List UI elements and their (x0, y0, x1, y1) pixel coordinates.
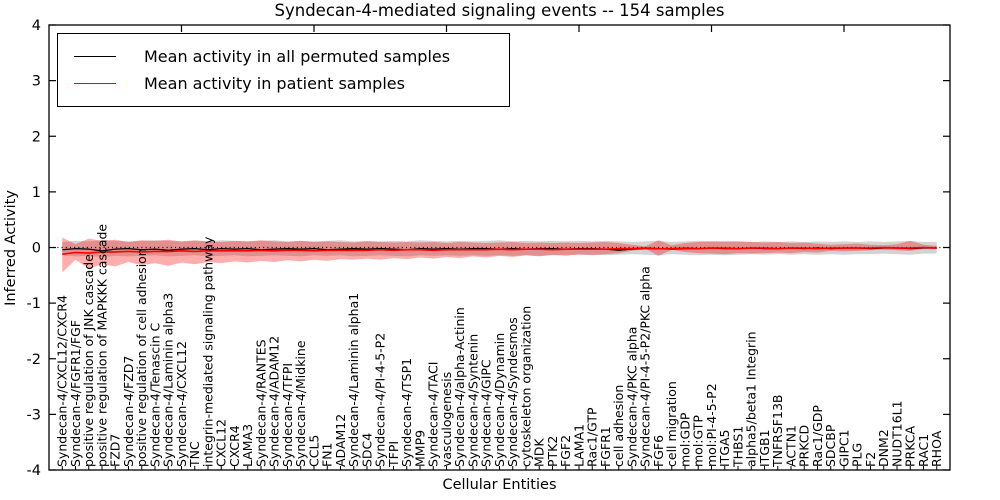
x-tick-label: FZD7 (108, 434, 123, 467)
x-tick-label: SDCBP (823, 424, 838, 467)
x-tick-label: Syndecan-4/alpha-Actinin (452, 307, 467, 467)
x-tick-label: vasculogenesis (439, 372, 454, 467)
x-tick-label: Syndecan-4/ADAM12 (267, 336, 282, 467)
y-tick-label: 1 (32, 185, 41, 201)
legend-label-permuted: Mean activity in all permuted samples (144, 47, 451, 66)
y-tick-label: -3 (27, 407, 41, 423)
x-axis-title: Cellular Entities (442, 477, 557, 493)
x-tick-label: LAMA1 (571, 424, 586, 467)
x-tick-label: PLG (850, 443, 865, 467)
x-tick-label: ADAM12 (333, 414, 348, 467)
x-tick-label: Syndecan-4/Dynamin (492, 333, 507, 467)
x-tick-label: Syndecan-4/PKC alpha (624, 327, 639, 467)
x-tick-label: NUDT16L1 (889, 400, 904, 467)
x-tick-label: Syndecan-4/TFPI (280, 363, 295, 467)
x-tick-label: Syndecan-4/Syndesmos (505, 317, 520, 467)
x-tick-label: mol:GTP (691, 415, 706, 467)
x-tick-label: GIPC1 (836, 429, 851, 467)
y-tick-label: -4 (27, 463, 41, 479)
legend-item-patient: Mean activity in patient samples (58, 70, 509, 97)
x-tick-label: FGFR1 (598, 426, 613, 467)
x-tick-label: MDK (532, 438, 547, 467)
x-tick-label: positive regulation of JNK cascade (81, 254, 96, 467)
chart-title: Syndecan-4-mediated signaling events -- … (274, 1, 725, 20)
x-tick-label: Syndecan-4/FGFR1/FGF (68, 320, 83, 467)
patient-line-swatch (74, 83, 116, 84)
y-tick-label: 3 (32, 74, 41, 90)
x-tick-label: Syndecan-4/GIPC (479, 359, 494, 467)
x-tick-label: Syndecan-4/Laminin alpha1 (346, 293, 361, 467)
x-tick-label: Syndecan-4/Syntenin (465, 334, 480, 467)
x-tick-label: alpha5/beta1 Integrin (744, 331, 759, 467)
x-tick-label: DNM2 (876, 429, 891, 467)
x-tick-label: FN1 (320, 443, 335, 468)
x-tick-label: ACTN1 (783, 425, 798, 467)
patient-mean-line (62, 246, 937, 255)
x-tick-label: mol:GDP (677, 412, 692, 467)
x-tick-label: PRKCA (903, 426, 918, 467)
x-tick-label: TFPI (386, 441, 401, 468)
x-tick-label: Syndecan-4/TSP1 (399, 358, 414, 467)
x-tick-label: positive regulation of cell adhesion (134, 248, 149, 467)
x-tick-label: mol:PI-4-5-P2 (704, 383, 719, 467)
patient-band-area (62, 237, 937, 273)
x-tick-label: Rac1/GTP (585, 407, 600, 467)
x-tick-label: Syndecan-4/Midkine (293, 340, 308, 467)
x-tick-label: MMP9 (412, 430, 427, 467)
x-tick-label: FGF6 (651, 435, 666, 467)
x-tick-label: CXCR4 (227, 425, 242, 467)
x-tick-label: Syndecan-4/CXCL12/CXCR4 (55, 295, 70, 467)
legend-item-permuted: Mean activity in all permuted samples (58, 43, 509, 70)
x-tick-label: CXCL12 (214, 419, 229, 467)
x-tick-label: ITGA5 (717, 429, 732, 467)
x-tick-label: ITGB1 (757, 429, 772, 467)
x-tick-label: Syndecan-4/FZD7 (121, 356, 136, 467)
x-tick-label: Syndecan-4/TACI (426, 362, 441, 467)
x-tick-label: Syndecan-4/Laminin alpha3 (161, 293, 176, 467)
x-tick-label: positive regulation of MAPKKK cascade (94, 224, 109, 467)
y-tick-label: 2 (32, 129, 41, 145)
x-tick-label: integrin-mediated signaling pathway (200, 236, 215, 467)
x-tick-label: TNFRSF13B (770, 395, 785, 468)
y-tick-label: -1 (27, 296, 41, 312)
x-tick-label: Syndecan-4/RANTES (253, 339, 268, 467)
y-tick-label: 4 (32, 18, 41, 34)
x-tick-label: F2 (863, 452, 878, 467)
x-tick-label: RHOA (929, 430, 944, 467)
x-tick-label: TNC (187, 441, 202, 468)
x-tick-label: Syndecan-4/CXCL12 (174, 341, 189, 467)
x-tick-label: Rac1/GDP (810, 405, 825, 467)
x-tick-label: Syndecan-4/Tenascin C (147, 322, 162, 467)
x-tick-label: LAMA3 (240, 424, 255, 467)
x-tick-label: CCL5 (306, 435, 321, 467)
x-tick-label: cell migration (664, 381, 679, 467)
permuted-line-swatch (74, 56, 116, 57)
x-tick-label: SDC4 (359, 433, 374, 467)
legend: Mean activity in all permuted samples Me… (57, 33, 510, 107)
y-axis-title: Inferred Activity (3, 190, 19, 306)
x-tick-label: RAC1 (916, 434, 931, 467)
x-tick-label: Syndecan-4/PI-4-5-P2/PKC alpha (638, 266, 653, 467)
x-tick-label: THBS1 (730, 426, 745, 468)
y-tick-label: 0 (32, 241, 41, 257)
y-tick-label: -2 (27, 352, 41, 368)
x-tick-label: PTK2 (545, 436, 560, 467)
x-tick-label: PRKCD (797, 425, 812, 467)
x-tick-label: cytoskeleton organization (518, 306, 533, 467)
x-tick-label: Syndecan-4/PI-4-5-P2 (373, 333, 388, 467)
legend-label-patient: Mean activity in patient samples (144, 74, 405, 93)
x-tick-label: FGF2 (558, 435, 573, 467)
x-tick-label: cell adhesion (611, 385, 626, 467)
